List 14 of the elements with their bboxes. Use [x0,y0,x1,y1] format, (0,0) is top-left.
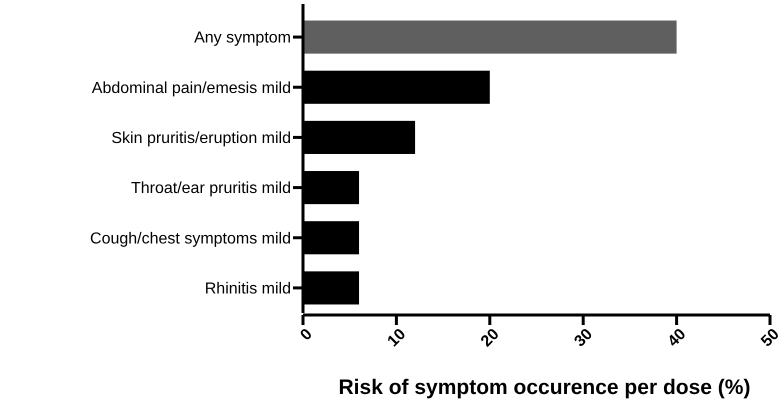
x-tick-label: 50 [758,326,783,350]
x-tick-label: 20 [478,326,503,350]
y-tick-label: Skin pruritis/eruption mild [111,130,291,148]
y-tick-label: Cough/chest symptoms mild [90,230,291,248]
x-tick-label: 10 [384,326,410,350]
y-tick-label: Rhinitis mild [204,280,291,298]
y-tick-label: Abdominal pain/emesis mild [92,80,291,97]
x-tick-label: 0 [297,326,316,344]
bar [303,20,677,54]
y-tick-label: Any symptom [194,30,291,47]
y-tick-label: Throat/ear pruritis mild [130,180,291,198]
x-axis-title: Risk of symptom occurence per dose (%) [338,376,750,399]
x-tick-label: 40 [664,326,690,350]
x-tick-label: 30 [571,326,596,350]
